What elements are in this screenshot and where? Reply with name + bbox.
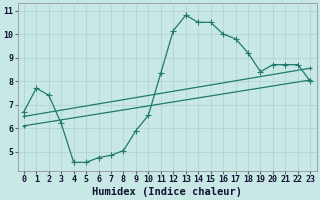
X-axis label: Humidex (Indice chaleur): Humidex (Indice chaleur) (92, 186, 242, 197)
